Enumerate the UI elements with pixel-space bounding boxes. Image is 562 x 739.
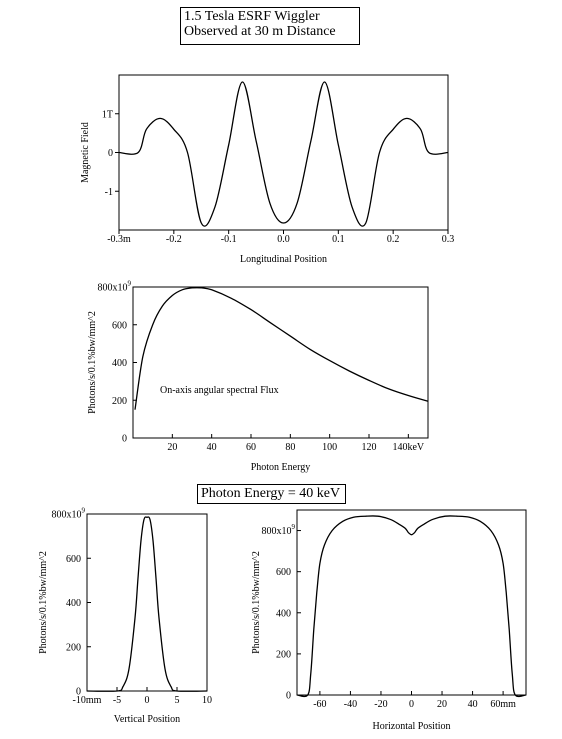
field-xtick-label: 0.0 <box>277 234 290 245</box>
field-chart: -0.3m -0.2 -0.1 0.0 0.1 0.2 0.3 1T 0 -1 Longitudin… <box>80 74 455 265</box>
spectrum-xtick-label: 40 <box>207 442 217 453</box>
vertical-xtick-label: 0 <box>145 695 150 706</box>
horizontal-ytick-label: 0 <box>286 691 291 702</box>
field-xtick-label: 0.3 <box>442 234 455 245</box>
field-plot-frame <box>118 74 449 231</box>
spectrum-ytick-exponent: 9 <box>128 280 132 288</box>
vertical-ytick-label: 0 <box>76 687 81 698</box>
spectrum-xtick-label: 120 <box>362 442 377 453</box>
horizontal-chart: -60 -40 -20 0 20 40 60mm 0 200 400 600 800x109 Horiz… <box>251 509 527 732</box>
horizontal-xtick-label: -40 <box>344 699 357 710</box>
spectrum-y-axis-label: Photons/s/0.1%bw/mm^2 <box>87 311 98 414</box>
horizontal-xtick-label: 0 <box>409 699 414 710</box>
horizontal-y-axis-label: Photons/s/0.1%bw/mm^2 <box>251 551 262 654</box>
horizontal-ytick-label: 400 <box>276 608 291 619</box>
spectrum-xtick-label: 80 <box>285 442 295 453</box>
spectrum-annotation: On-axis angular spectral Flux <box>160 385 279 396</box>
spectrum-ytick-label: 0 <box>122 434 127 445</box>
field-xtick-label: -0.2 <box>166 234 182 245</box>
horizontal-plot-frame <box>296 509 527 696</box>
field-y-axis-label: Magnetic Field <box>80 122 91 183</box>
vertical-ytick-label: 800x109 <box>52 507 86 521</box>
field-ytick-label: 1T <box>102 109 113 120</box>
field-xtick-label: -0.3m <box>107 234 131 245</box>
vertical-x-axis-label: Vertical Position <box>114 714 180 725</box>
horizontal-ytick-exponent: 9 <box>292 523 296 531</box>
spectrum-plot-frame <box>132 286 429 439</box>
horizontal-xtick-label: -60 <box>313 699 326 710</box>
horizontal-xtick-label: 60mm <box>490 699 516 710</box>
horizontal-xtick-label: 40 <box>468 699 478 710</box>
field-ytick-label: -1 <box>105 187 113 198</box>
vertical-series-line <box>86 516 208 692</box>
spectrum-series-line <box>134 287 429 410</box>
vertical-y-axis-label: Photons/s/0.1%bw/mm^2 <box>38 551 49 654</box>
spectrum-xtick-label: 140keV <box>392 442 424 453</box>
horizontal-ytick-label: 800x109 <box>262 523 296 537</box>
spectrum-ytick-label: 800x109 <box>98 280 132 294</box>
vertical-xtick-label: -5 <box>113 695 121 706</box>
vertical-xtick-label: -10mm <box>73 695 102 706</box>
title-line-1: 1.5 Tesla ESRF Wiggler <box>184 9 320 24</box>
vertical-chart: -10mm -5 0 5 10 0 200 400 600 800x109 Vertical Pos… <box>38 507 212 726</box>
horizontal-xtick-label: 20 <box>437 699 447 710</box>
vertical-ytick-label: 600 <box>66 554 81 565</box>
spectrum-ytick-label: 400 <box>112 358 127 369</box>
vertical-xtick-label: 5 <box>175 695 180 706</box>
spectrum-ytick-label: 200 <box>112 396 127 407</box>
horizontal-ytick-label: 200 <box>276 649 291 660</box>
vertical-ytick-exponent: 9 <box>82 507 86 515</box>
field-xtick-label: -0.1 <box>221 234 237 245</box>
vertical-ytick-label: 400 <box>66 598 81 609</box>
field-ytick-label: 0 <box>108 148 113 159</box>
field-series-line <box>118 81 449 227</box>
spectrum-ytick-label: 600 <box>112 320 127 331</box>
spectrum-xtick-label: 20 <box>167 442 177 453</box>
spectrum-xtick-label: 60 <box>246 442 256 453</box>
energy-label: Photon Energy = 40 keV <box>201 486 341 501</box>
field-xtick-label: 0.1 <box>332 234 345 245</box>
horizontal-xtick-label: -20 <box>374 699 387 710</box>
title-line-2: Observed at 30 m Distance <box>184 24 336 39</box>
spectrum-x-axis-label: Photon Energy <box>251 462 311 473</box>
spectrum-xtick-label: 100 <box>322 442 337 453</box>
vertical-ytick-label: 200 <box>66 642 81 653</box>
horizontal-series-line <box>296 515 527 698</box>
horizontal-ytick-label: 600 <box>276 567 291 578</box>
vertical-plot-frame <box>86 513 208 692</box>
field-xtick-label: 0.2 <box>387 234 400 245</box>
field-x-axis-label: Longitudinal Position <box>240 254 327 265</box>
spectrum-chart: 20 40 60 80 100 120 140keV 0 200 400 600 800x109 Pho… <box>87 280 429 473</box>
vertical-xtick-label: 10 <box>202 695 212 706</box>
energy-label-box: Photon Energy = 40 keV <box>197 484 346 504</box>
title-box: 1.5 Tesla ESRF Wiggler Observed at 30 m … <box>180 7 360 45</box>
horizontal-x-axis-label: Horizontal Position <box>372 721 450 732</box>
